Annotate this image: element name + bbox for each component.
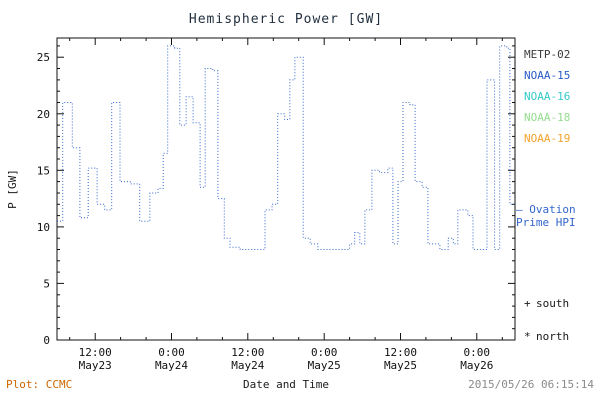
x-tick-time-label: 0:00 xyxy=(158,346,185,359)
y-tick-label: 5 xyxy=(43,277,50,290)
y-axis-label: P [GW] xyxy=(6,169,19,209)
axes-box xyxy=(56,37,516,341)
legend-marker-north: * north xyxy=(524,330,569,343)
x-tick-time-label: 0:00 xyxy=(464,346,491,359)
x-tick-date-label: May23 xyxy=(79,359,112,372)
legend-ovation-model: – Ovation Prime HPI xyxy=(516,203,600,229)
legend-item-noaa15: NOAA-15 xyxy=(524,69,571,82)
hpi-step-line xyxy=(57,45,515,250)
y-tick-label: 15 xyxy=(37,164,50,177)
ovation-label-line2: Prime HPI xyxy=(516,216,576,229)
legend-marker-south: + south xyxy=(524,297,569,310)
plot-source-label: Plot: CCMC xyxy=(6,378,73,391)
plus-marker-icon: + xyxy=(524,297,531,310)
legend-item-metp02: METP-02 xyxy=(524,48,571,61)
x-tick-date-label: May25 xyxy=(308,359,341,372)
legend-item-noaa18: NOAA-18 xyxy=(524,111,571,124)
y-tick-label: 0 xyxy=(43,334,50,347)
asterisk-marker-icon: * xyxy=(524,330,531,343)
x-tick-date-label: May26 xyxy=(460,359,493,372)
x-tick-time-label: 0:00 xyxy=(311,346,338,359)
x-tick-date-label: May24 xyxy=(231,359,264,372)
x-tick-time-label: 12:00 xyxy=(384,346,417,359)
y-tick-label: 20 xyxy=(37,108,50,121)
x-tick-date-label: May25 xyxy=(384,359,417,372)
legend-item-noaa16: NOAA-16 xyxy=(524,90,571,103)
legend-satellites: METP-02 NOAA-15 NOAA-16 NOAA-18 NOAA-19 xyxy=(524,44,600,149)
legend-item-noaa19: NOAA-19 xyxy=(524,132,571,145)
x-axis-label: Date and Time xyxy=(242,378,330,391)
y-tick-label: 10 xyxy=(37,221,50,234)
x-tick-date-label: May24 xyxy=(155,359,188,372)
y-tick-label: 25 xyxy=(37,51,50,64)
plot-timestamp: 2015/05/26 06:15:14 xyxy=(468,378,594,391)
chart-title: Hemispheric Power [GW] xyxy=(188,12,384,27)
ovation-label-line1: – Ovation xyxy=(516,203,576,216)
x-tick-time-label: 12:00 xyxy=(231,346,264,359)
x-tick-time-label: 12:00 xyxy=(79,346,112,359)
north-marker-label: north xyxy=(536,330,570,343)
south-marker-label: south xyxy=(536,297,570,310)
